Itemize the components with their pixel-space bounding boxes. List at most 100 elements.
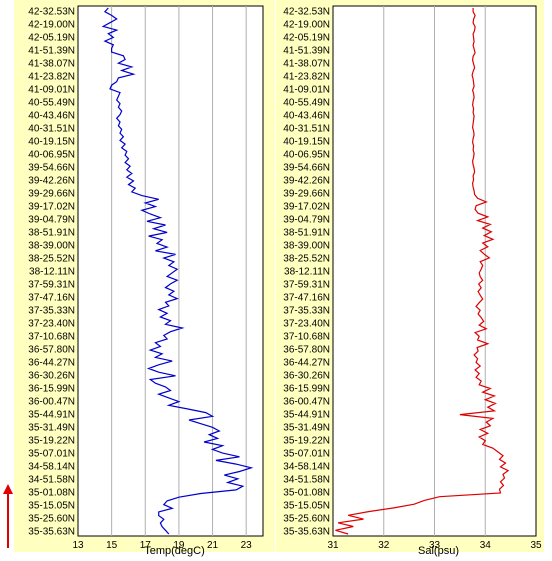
- sal-y-tick-label: 39-54.66N: [283, 163, 330, 174]
- temp-y-tick-label: 39-04.79N: [28, 215, 75, 226]
- temp-y-tick-label: 36-44.27N: [28, 358, 75, 369]
- temp-y-tick-label: 38-39.00N: [28, 241, 75, 252]
- sal-y-tick-label: 41-38.07N: [283, 59, 330, 70]
- temp-y-tick-label: 37-35.33N: [28, 306, 75, 317]
- temp-y-tick-label: 40-06.95N: [28, 150, 75, 161]
- sal-y-tick-label: 34-58.14N: [283, 462, 330, 473]
- temp-y-tick-label: 36-15.99N: [28, 384, 75, 395]
- sal-y-tick-label: 38-12.11N: [284, 267, 330, 278]
- sal-x-tick-label: 33: [429, 540, 441, 551]
- sal-y-tick-label: 39-04.79N: [283, 215, 330, 226]
- sal-y-tick-label: 35-19.22N: [283, 436, 330, 447]
- sal-y-tick-label: 38-25.52N: [283, 254, 330, 265]
- temp-y-tick-label: 42-05.19N: [28, 33, 75, 44]
- temp-y-tick-label: 38-51.91N: [28, 228, 75, 239]
- sal-y-tick-label: 36-00.47N: [283, 397, 330, 408]
- sal-y-tick-label: 38-39.00N: [283, 241, 330, 252]
- sal-series-line: [335, 8, 510, 535]
- temp-y-tick-label: 41-23.82N: [28, 72, 75, 83]
- sal-y-tick-label: 35-25.60N: [283, 514, 330, 525]
- temp-y-tick-label: 39-54.66N: [28, 163, 75, 174]
- temp-y-tick-label: 34-58.14N: [28, 462, 75, 473]
- temp-y-tick-label: 35-01.08N: [28, 488, 75, 499]
- sal-y-tick-label: 36-30.26N: [283, 371, 330, 382]
- temp-series-line: [101, 7, 254, 535]
- temp-y-tick-label: 37-10.68N: [28, 332, 75, 343]
- sal-y-tick-label: 39-29.66N: [283, 189, 330, 200]
- temp-y-tick-label: 35-44.91N: [28, 410, 75, 421]
- temp-y-tick-label: 38-12.11N: [29, 267, 75, 278]
- sal-y-tick-label: 37-10.68N: [283, 332, 330, 343]
- temp-y-tick-label: 37-23.40N: [28, 319, 75, 330]
- temp-y-tick-label: 37-47.16N: [28, 293, 75, 304]
- temp-x-tick-label: 23: [241, 540, 253, 551]
- temp-y-tick-label: 34-51.58N: [28, 475, 75, 486]
- sal-y-tick-label: 36-57.80N: [283, 345, 330, 356]
- temp-x-tick-label: 21: [207, 540, 219, 551]
- sal-y-tick-label: 35-07.01N: [283, 449, 330, 460]
- sal-y-tick-label: 35-31.49N: [283, 423, 330, 434]
- sal-y-tick-label: 35-44.91N: [283, 410, 330, 421]
- sal-y-tick-label: 35-01.08N: [283, 488, 330, 499]
- temp-y-tick-label: 36-30.26N: [28, 371, 75, 382]
- sal-y-tick-label: 38-51.91N: [283, 228, 330, 239]
- sal-y-tick-label: 36-15.99N: [283, 384, 330, 395]
- temp-y-tick-label: 39-17.02N: [28, 202, 75, 213]
- temp-y-tick-label: 39-42.26N: [28, 176, 75, 187]
- sal-y-tick-label: 41-23.82N: [283, 72, 330, 83]
- salinity-panel: 42-32.53N 42-19.00N 42-05.19N 41-51.39N 41-3…: [276, 0, 544, 557]
- sal-x-tick-label: 35: [530, 540, 542, 551]
- temp-y-tick-label: 40-55.49N: [28, 98, 75, 109]
- sal-y-tick-label: 40-55.49N: [283, 98, 330, 109]
- temp-y-tick-label: 35-25.60N: [28, 514, 75, 525]
- sal-y-tick-label: 40-31.51N: [283, 124, 330, 135]
- temp-y-tick-label: 42-32.53N: [28, 7, 75, 18]
- temp-y-tick-label: 38-25.52N: [28, 254, 75, 265]
- sal-y-tick-label: 42-19.00N: [283, 20, 330, 31]
- sal-y-tick-label: 40-06.95N: [283, 150, 330, 161]
- temp-x-axis-label: Temp(degC): [144, 545, 205, 557]
- temp-y-tick-label: 35-35.63N: [28, 527, 75, 538]
- temp-y-tick-label: 41-38.07N: [28, 59, 75, 70]
- temp-y-tick-label: 42-19.00N: [28, 20, 75, 31]
- sal-y-tick-label: 37-35.33N: [283, 306, 330, 317]
- temp-x-tick-label: 13: [72, 540, 84, 551]
- temp-y-tick-label: 40-19.15N: [28, 137, 75, 148]
- temp-y-tick-label: 36-00.47N: [28, 397, 75, 408]
- sal-x-axis-label: Sal(psu): [418, 545, 459, 557]
- sal-y-tick-label: 35-35.63N: [283, 527, 330, 538]
- temp-y-tick-label: 40-31.51N: [28, 124, 75, 135]
- direction-arrow: [3, 484, 13, 548]
- sal-y-tick-label: 39-17.02N: [283, 202, 330, 213]
- sal-y-tick-label: 36-44.27N: [283, 358, 330, 369]
- sal-y-tick-label: 40-19.15N: [283, 137, 330, 148]
- temp-y-tick-label: 35-15.05N: [28, 501, 75, 512]
- sal-y-tick-label: 41-51.39N: [283, 46, 330, 57]
- temp-y-tick-label: 35-31.49N: [28, 423, 75, 434]
- sal-y-tick-label: 42-05.19N: [283, 33, 330, 44]
- sal-x-tick-label: 32: [378, 540, 390, 551]
- temp-x-tick-label: 15: [106, 540, 118, 551]
- temp-x-tick-label: 17: [140, 540, 152, 551]
- sal-y-tick-label: 37-23.40N: [283, 319, 330, 330]
- sal-y-tick-label: 39-42.26N: [283, 176, 330, 187]
- temp-x-tick-label: 19: [173, 540, 185, 551]
- temp-y-tick-label: 37-59.31N: [28, 280, 75, 291]
- sal-y-tick-label: 37-59.31N: [283, 280, 330, 291]
- temp-y-tick-label: 35-07.01N: [28, 449, 75, 460]
- sal-y-tick-label: 41-09.01N: [283, 85, 330, 96]
- temp-y-tick-label: 36-57.80N: [28, 345, 75, 356]
- temp-y-tick-label: 41-09.01N: [28, 85, 75, 96]
- sal-y-tick-label: 34-51.58N: [283, 475, 330, 486]
- temp-y-tick-label: 41-51.39N: [28, 46, 75, 57]
- temp-y-tick-label: 40-43.46N: [28, 111, 75, 122]
- sal-y-tick-label: 37-47.16N: [283, 293, 330, 304]
- temp-plot-area: [77, 5, 264, 537]
- temp-y-tick-label: 39-29.66N: [28, 189, 75, 200]
- sal-x-tick-label: 31: [327, 540, 339, 551]
- sal-x-tick-label: 34: [480, 540, 492, 551]
- temperature-panel: 42-32.53N 42-19.00N 42-05.19N 41-51.39N 41-3…: [14, 0, 275, 557]
- sal-y-tick-label: 42-32.53N: [283, 7, 330, 18]
- temp-y-tick-label: 35-19.22N: [28, 436, 75, 447]
